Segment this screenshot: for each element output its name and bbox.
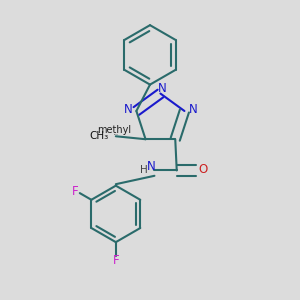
Text: N: N: [146, 160, 155, 173]
Text: methyl: methyl: [114, 134, 119, 135]
Text: methyl: methyl: [97, 125, 131, 135]
Text: H: H: [140, 164, 148, 175]
Text: F: F: [72, 185, 79, 198]
Text: N: N: [188, 103, 197, 116]
Text: methyl: methyl: [111, 127, 160, 141]
Text: O: O: [198, 163, 207, 176]
Text: CH₃: CH₃: [89, 131, 108, 141]
Text: N: N: [158, 82, 166, 95]
Text: F: F: [112, 254, 119, 267]
Text: N: N: [124, 103, 132, 116]
